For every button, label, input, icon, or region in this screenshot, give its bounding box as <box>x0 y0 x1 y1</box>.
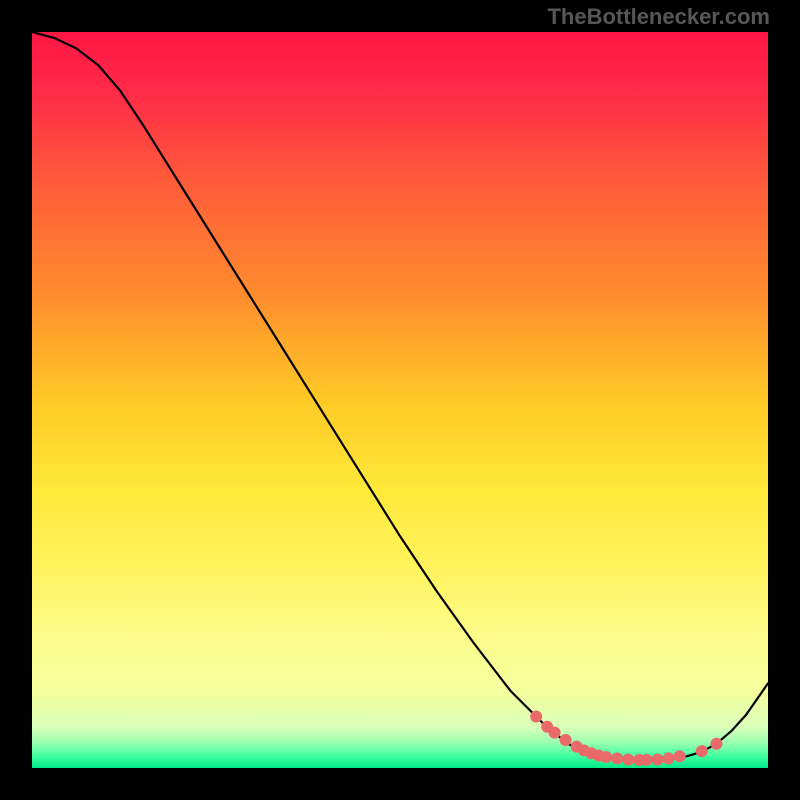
gradient-background <box>32 32 768 768</box>
plot-svg <box>32 32 768 768</box>
data-marker <box>674 750 686 762</box>
data-marker <box>611 752 623 764</box>
data-marker <box>549 727 561 739</box>
data-marker <box>641 754 653 766</box>
data-marker <box>652 754 664 766</box>
data-marker <box>663 752 675 764</box>
data-marker <box>560 734 572 746</box>
watermark-label: TheBottlenecker.com <box>547 4 770 30</box>
data-marker <box>600 751 612 763</box>
chart-frame: TheBottlenecker.com <box>0 0 800 800</box>
data-marker <box>710 738 722 750</box>
data-marker <box>696 745 708 757</box>
data-marker <box>622 754 634 766</box>
data-marker <box>530 710 542 722</box>
plot-area <box>32 32 768 768</box>
